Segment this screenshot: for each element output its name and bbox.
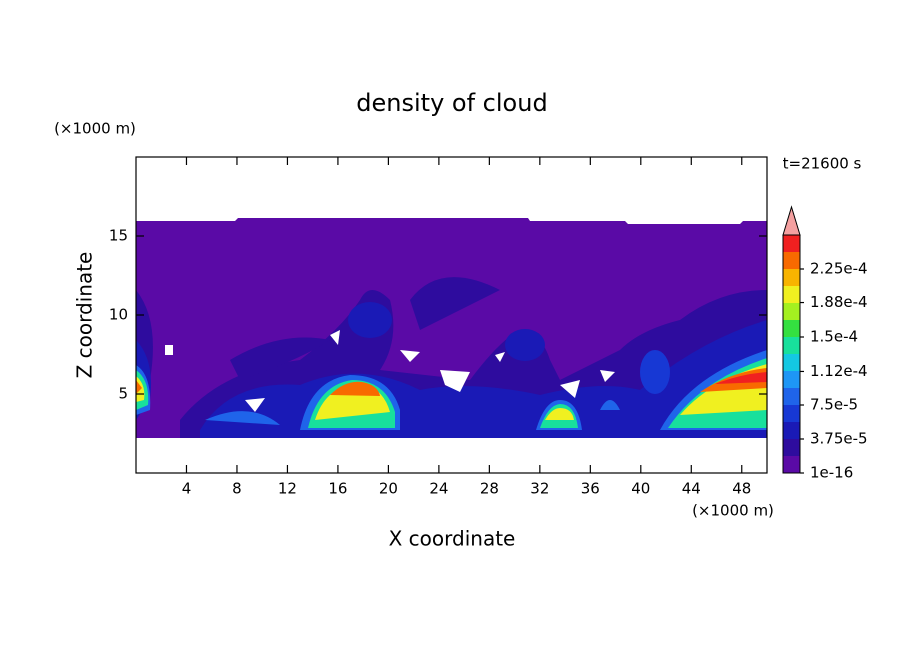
colorbar-band [783, 371, 800, 388]
colorbar-band [783, 422, 800, 439]
colorbar-band [783, 405, 800, 422]
colorbar-band [783, 456, 800, 473]
colorbar-band [783, 235, 800, 252]
colorbar-frame [782, 234, 801, 474]
x-tick-label: 44 [682, 480, 701, 498]
x-tick-label: 16 [328, 480, 347, 498]
colorbar-band [783, 286, 800, 303]
colorbar-tick-label: 1e-16 [810, 464, 853, 482]
x-tick-label: 12 [278, 480, 297, 498]
colorbar-band [783, 354, 800, 371]
x-tick-label: 40 [631, 480, 650, 498]
contour-field [136, 218, 767, 438]
colorbar-band [783, 388, 800, 405]
x-tick-label: 32 [530, 480, 549, 498]
chart-title: density of cloud [356, 89, 547, 117]
x-tick-label: 20 [379, 480, 398, 498]
annotation: t=21600 s [783, 155, 862, 173]
colorbar-extend [782, 205, 801, 236]
colorbar-tick-label: 7.5e-5 [810, 396, 858, 414]
x-axis-label: X coordinate [389, 527, 516, 551]
colorbar-band [783, 439, 800, 456]
colorbar-band [783, 337, 800, 354]
colorbar-band [783, 303, 800, 320]
x-tick-label: 48 [732, 480, 751, 498]
colorbar-band [783, 269, 800, 286]
colorbar-band [783, 252, 800, 269]
y-axis-label: Z coordinate [73, 252, 97, 379]
y-tick-label: 10 [109, 306, 128, 324]
x-tick-label: 28 [480, 480, 499, 498]
colorbar-tick-label: 2.25e-4 [810, 260, 868, 278]
colorbar-tick-label: 1.5e-4 [810, 328, 858, 346]
x-tick-label: 24 [429, 480, 448, 498]
y-tick-label: 5 [118, 385, 128, 403]
x-tick-label: 4 [182, 480, 192, 498]
colorbar-tick-label: 3.75e-5 [810, 430, 868, 448]
y-tick-label: 15 [109, 227, 128, 245]
colorbar-tick-label: 1.12e-4 [810, 362, 868, 380]
x-tick-label: 8 [232, 480, 242, 498]
x-unit: (×1000 m) [692, 502, 774, 520]
colorbar-tick-label: 1.88e-4 [810, 293, 868, 311]
y-unit: (×1000 m) [54, 120, 136, 138]
colorbar-band [783, 320, 800, 337]
x-tick-label: 36 [581, 480, 600, 498]
